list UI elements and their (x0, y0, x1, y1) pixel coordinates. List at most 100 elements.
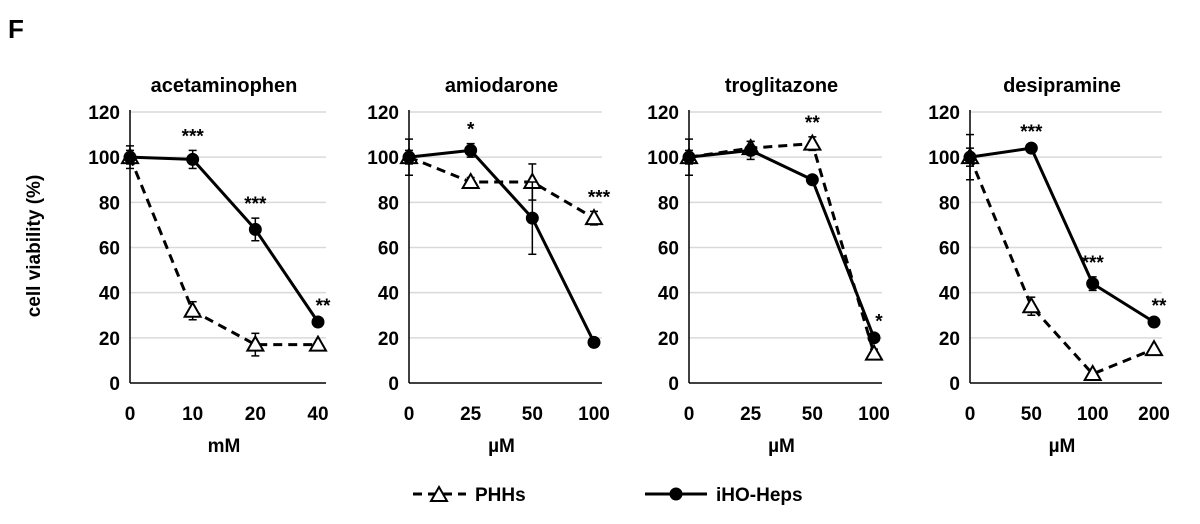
amiodarone-xlabel: µM (488, 436, 515, 457)
amiodarone-ytick-label: 0 (388, 374, 399, 395)
amiodarone-phhs-line (408, 155, 595, 220)
legend: PHHs iHO-Heps (413, 484, 803, 506)
amiodarone-ytick-label: 100 (367, 148, 399, 169)
acetaminophen-xtick-label: 40 (307, 404, 328, 425)
acetaminophen-ytick-label: 40 (99, 284, 120, 305)
amiodarone-iho-heps-line (408, 148, 596, 344)
amiodarone-phhs-point (460, 171, 481, 190)
troglitazone-iho-heps-line (688, 148, 876, 339)
amiodarone-iho-heps-point (402, 150, 416, 164)
amiodarone-iho-heps-point (525, 211, 539, 225)
amiodarone-ytick-label: 80 (378, 193, 399, 214)
acetaminophen-xlabel: mM (208, 436, 241, 457)
acetaminophen-phhs-point (182, 300, 203, 318)
desipramine-xlabel: µM (1049, 436, 1076, 457)
acetaminophen-ytick-label: 0 (109, 374, 120, 395)
amiodarone-ytick-label: 120 (367, 103, 399, 124)
desipramine-phhs-point (1144, 339, 1164, 357)
desipramine-ytick-label: 120 (928, 103, 960, 124)
troglitazone-iho-heps-point (744, 143, 758, 157)
acetaminophen-significance-label: ** (316, 296, 331, 317)
legend-iho-heps-swatch (645, 487, 707, 501)
troglitazone-phhs-point (864, 343, 884, 361)
acetaminophen-ytick-label: 120 (88, 103, 120, 124)
amiodarone-phhs-point (584, 208, 604, 226)
desipramine-phhs-point (1082, 363, 1103, 381)
acetaminophen-iho-heps-point (186, 152, 200, 166)
desipramine-significance-label: ** (1152, 296, 1167, 317)
legend-phhs-swatch (413, 484, 466, 502)
acetaminophen-iho-heps-point (123, 150, 137, 164)
amiodarone-xtick-label: 100 (578, 404, 610, 425)
amiodarone-significance-label: *** (588, 187, 611, 208)
amiodarone-title: amiodarone (445, 75, 558, 97)
acetaminophen-significance-label: *** (182, 126, 205, 147)
desipramine-ytick-label: 60 (939, 239, 960, 260)
acetaminophen-xtick-label: 0 (125, 404, 136, 425)
troglitazone-iho-heps-point (805, 173, 819, 187)
acetaminophen-ytick-label: 60 (99, 239, 120, 260)
acetaminophen-iho-heps-point (248, 222, 262, 236)
desipramine-iho-heps-point (1086, 277, 1100, 291)
desipramine-significance-label: *** (1082, 253, 1105, 274)
amiodarone-xtick-label: 0 (404, 404, 415, 425)
troglitazone-ytick-label: 80 (658, 193, 679, 214)
desipramine-xtick-label: 50 (1021, 404, 1042, 425)
troglitazone-ytick-label: 0 (668, 374, 679, 395)
troglitazone-significance-label: * (875, 312, 883, 333)
desipramine-ytick-label: 100 (928, 148, 960, 169)
desipramine-iho-heps-point (963, 150, 977, 164)
troglitazone-title: troglitazone (725, 75, 838, 97)
acetaminophen-xtick-label: 10 (182, 404, 203, 425)
troglitazone-iho-heps-point (867, 331, 881, 345)
acetaminophen-title: acetaminophen (151, 75, 298, 97)
amiodarone-iho-heps-point (587, 335, 601, 349)
acetaminophen-ytick-label: 80 (99, 193, 120, 214)
troglitazone-significance-label: ** (805, 113, 820, 134)
acetaminophen-iho-heps-point (311, 315, 325, 329)
troglitazone-ytick-label: 100 (647, 148, 679, 169)
amiodarone-xtick-label: 50 (522, 404, 543, 425)
amiodarone-iho-heps-point (464, 143, 478, 157)
desipramine-significance-label: *** (1020, 122, 1043, 143)
desipramine-iho-heps-point (1147, 315, 1161, 329)
desipramine-ytick-label: 80 (939, 193, 960, 214)
troglitazone-ytick-label: 20 (658, 329, 679, 350)
desipramine-ytick-label: 0 (949, 374, 960, 395)
acetaminophen-phhs-line (128, 156, 318, 347)
amiodarone-ytick-label: 60 (378, 239, 399, 260)
acetaminophen-ytick-label: 100 (88, 148, 120, 169)
troglitazone-xtick-label: 50 (802, 404, 823, 425)
amiodarone-significance-label: * (467, 120, 475, 141)
troglitazone-xlabel: µM (768, 436, 795, 457)
acetaminophen-phhs-point (308, 334, 328, 352)
amiodarone-ytick-label: 20 (378, 329, 399, 350)
panel-label: F (8, 14, 24, 44)
acetaminophen-iho-heps-line (129, 155, 320, 323)
troglitazone-ytick-label: 40 (658, 284, 679, 305)
troglitazone-phhs-point (802, 133, 823, 151)
acetaminophen-ytick-label: 20 (99, 329, 120, 350)
acetaminophen-phhs-point (245, 334, 266, 352)
desipramine-iho-heps-point (1024, 141, 1038, 155)
troglitazone-xtick-label: 25 (740, 404, 762, 425)
amiodarone-xtick-label: 25 (460, 404, 482, 425)
acetaminophen-significance-label: *** (244, 194, 267, 215)
troglitazone-iho-heps-point (682, 150, 696, 164)
y-axis-label: cell viability (%) (24, 175, 45, 318)
desipramine-phhs-line (968, 156, 1155, 376)
desipramine-iho-heps-line (969, 146, 1155, 324)
acetaminophen-xtick-label: 20 (245, 404, 266, 425)
legend-phhs-label: PHHs (475, 485, 526, 506)
troglitazone-ytick-label: 120 (647, 103, 679, 124)
desipramine-title: desipramine (1003, 75, 1121, 97)
desipramine-ytick-label: 40 (939, 284, 960, 305)
troglitazone-phhs-line (688, 142, 876, 355)
amiodarone-ytick-label: 40 (378, 284, 399, 305)
